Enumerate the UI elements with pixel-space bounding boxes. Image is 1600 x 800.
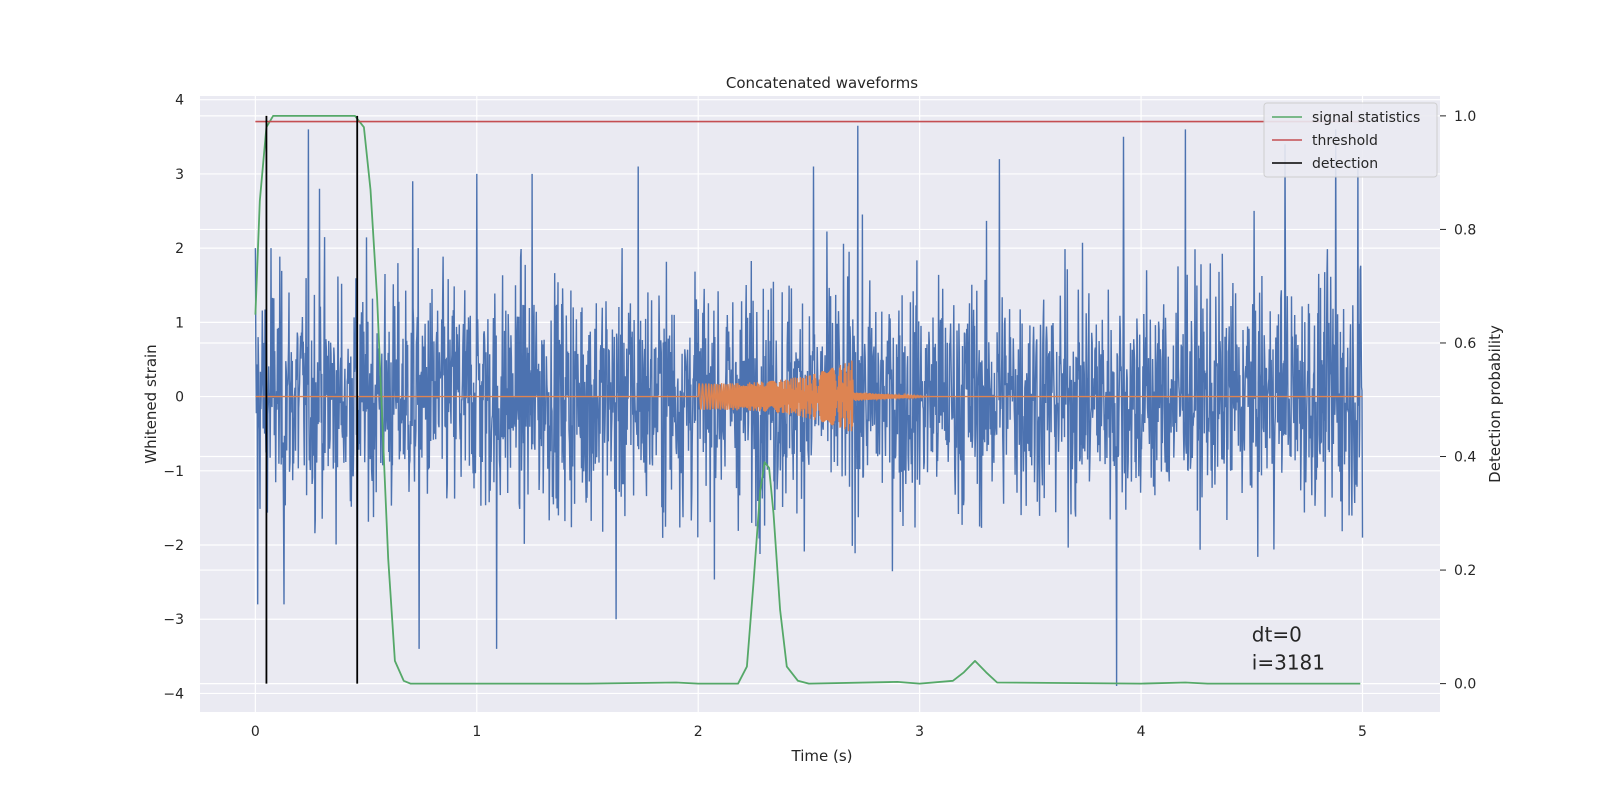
- x-tick-label: 3: [915, 724, 924, 740]
- signal-statistics-line: [254, 115, 1361, 685]
- legend-label-detection: detection: [1312, 156, 1378, 172]
- y-tick-label: −3: [163, 612, 184, 628]
- y2-tick-label: 0.4: [1454, 450, 1476, 466]
- y-tick-label: 2: [175, 241, 184, 257]
- y2-tick-label: 0.6: [1454, 336, 1476, 352]
- tick-layer: 0 1 2 3 4 5 −4 −3 −2 −1 0 1 2 3 4 0.0 0.2 0.4 0.6 0.8 1.0: [163, 93, 1476, 740]
- chirp-line: [255, 360, 1363, 432]
- annotation: dt=0 i=3181: [1252, 622, 1325, 674]
- y-tick-label: 3: [175, 167, 184, 183]
- chart-title: Concatenated waveforms: [726, 74, 918, 92]
- annotation-dt: dt=0: [1252, 622, 1302, 646]
- y-tick-label: −4: [163, 686, 184, 702]
- noise-line: [254, 125, 1364, 687]
- x-tick-label: 2: [694, 724, 703, 740]
- y2-tick-label: 0.0: [1454, 677, 1476, 693]
- legend-label-statistics: signal statistics: [1312, 110, 1420, 126]
- legend: signal statistics threshold detection: [1263, 102, 1438, 178]
- x-tick-label: 1: [472, 724, 481, 740]
- y2-tick-label: 0.2: [1454, 563, 1476, 579]
- y2-axis-label: Detection probability: [1486, 325, 1504, 483]
- statistics-layer: [254, 115, 1363, 685]
- y-tick-label: 0: [175, 390, 184, 406]
- chirp-series: [255, 360, 1363, 432]
- y-axis-label: Whitened strain: [142, 344, 160, 463]
- y-tick-label: 1: [175, 315, 184, 331]
- x-tick-label: 0: [251, 724, 260, 740]
- legend-label-threshold: threshold: [1312, 133, 1378, 149]
- y2-tick-label: 1.0: [1454, 109, 1476, 125]
- x-tick-label: 5: [1358, 724, 1367, 740]
- x-tick-label: 4: [1137, 724, 1146, 740]
- noise-series: [254, 125, 1364, 687]
- y-tick-label: −1: [163, 464, 184, 480]
- x-axis-label: Time (s): [791, 747, 853, 765]
- legend-box: [1263, 102, 1438, 178]
- annotation-index: i=3181: [1252, 650, 1325, 674]
- y2-tick-label: 0.8: [1454, 222, 1476, 238]
- y-tick-label: 4: [175, 93, 184, 109]
- y-tick-label: −2: [163, 538, 184, 554]
